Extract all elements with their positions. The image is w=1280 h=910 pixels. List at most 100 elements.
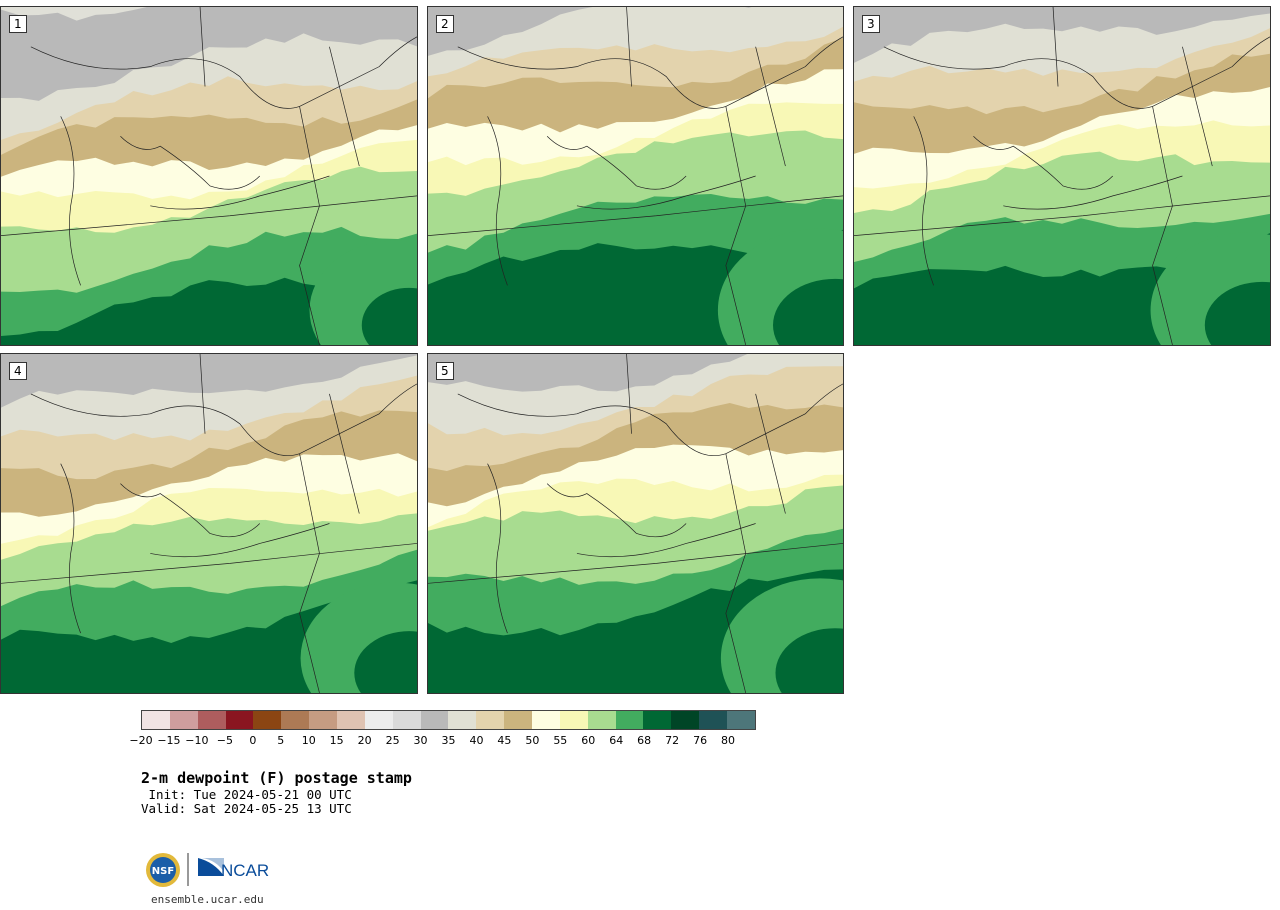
- colorbar-tick-label: −10: [185, 734, 209, 747]
- colorbar-ticks: −20 −15 −10 −5 0 5 10 15 20 25 30 35 40 45 50 55 60 64 68 7…: [129, 734, 756, 748]
- colorbar-swatch: [504, 711, 533, 729]
- dewpoint-band: [361, 287, 417, 345]
- panel-label-5: 5: [436, 362, 454, 380]
- boundary-line: [150, 175, 330, 210]
- site-url: ensemble.ucar.edu: [151, 893, 264, 906]
- colorbar-tick-label: 15: [329, 734, 344, 747]
- logos: NSF NCAR: [146, 853, 269, 887]
- stamp-panel-5: 5: [427, 353, 844, 694]
- nsf-logo-text: NSF: [152, 866, 174, 877]
- boundary-line: [299, 106, 320, 345]
- boundary-line: [626, 354, 632, 434]
- colorbar-tick-label: 30: [413, 734, 428, 747]
- stamp-panel-2: 2: [427, 6, 844, 346]
- colorbar-tick-label: 35: [441, 734, 456, 747]
- colorbar-tick-label: 80: [721, 734, 736, 747]
- boundary-line: [199, 7, 206, 87]
- colorbar-swatch: [337, 711, 365, 729]
- dewpoint-band: [775, 628, 843, 693]
- boundary-line: [913, 116, 934, 286]
- colorbar: [141, 710, 756, 730]
- dewpoint-band: [773, 278, 843, 345]
- dewpoint-map-3: [854, 7, 1270, 345]
- dewpoint-band: [354, 631, 417, 693]
- colorbar-tick-label: −20: [129, 734, 153, 747]
- colorbar-swatch: [253, 711, 282, 729]
- boundary-line: [60, 463, 81, 634]
- colorbar-tick-label: 76: [693, 734, 708, 747]
- colorbar-tick-label: 5: [277, 734, 285, 747]
- nsf-logo: NSF: [146, 853, 180, 887]
- boundary-line: [883, 36, 1270, 109]
- colorbar-swatch: [532, 711, 560, 729]
- boundary-line: [1, 195, 417, 236]
- boundary-line: [299, 453, 320, 693]
- colorbar-swatch: [615, 711, 644, 729]
- boundary-line: [150, 523, 330, 558]
- boundary-line: [1, 543, 417, 584]
- panel-label-1: 1: [9, 15, 27, 33]
- colorbar-tick-label: −15: [157, 734, 181, 747]
- colorbar-swatch: [197, 711, 226, 729]
- boundary-line: [329, 393, 360, 514]
- dewpoint-map-2: [428, 7, 843, 345]
- boundary-line: [487, 463, 508, 634]
- boundary-line: [428, 195, 843, 236]
- boundary-line: [755, 393, 786, 514]
- colorbar-tick-label: −5: [216, 734, 233, 747]
- boundary-line: [329, 46, 360, 167]
- colorbar-swatch: [142, 711, 170, 729]
- colorbar-swatch: [643, 711, 672, 729]
- colorbar-swatch: [309, 711, 338, 729]
- boundary-line: [725, 453, 747, 693]
- boundary-line: [576, 175, 756, 210]
- dewpoint-map-4: [1, 354, 417, 693]
- colorbar-tick-label: 25: [385, 734, 400, 747]
- colorbar-tick-label: 20: [357, 734, 372, 747]
- boundary-line: [1182, 46, 1213, 167]
- colorbar-swatch: [476, 711, 505, 729]
- boundary-line: [428, 543, 843, 584]
- boundary-line: [487, 116, 508, 286]
- colorbar-tick-label: 45: [497, 734, 512, 747]
- figure-title: 2-m dewpoint (F) postage stamp: [141, 769, 412, 787]
- boundary-line: [30, 36, 417, 109]
- stamp-panel-1: 1: [0, 6, 418, 346]
- boundary-line: [626, 7, 632, 87]
- boundary-line: [576, 523, 756, 558]
- boundary-line: [1052, 7, 1059, 87]
- boundary-line: [1152, 106, 1173, 345]
- dewpoint-map-1: [1, 7, 417, 345]
- valid-time: Valid: Sat 2024-05-25 13 UTC: [141, 801, 352, 816]
- colorbar-swatch: [225, 711, 254, 729]
- boundary-line: [120, 483, 261, 538]
- colorbar-tick-label: 50: [525, 734, 540, 747]
- colorbar-swatch: [559, 711, 588, 729]
- colorbar-swatch: [587, 711, 616, 729]
- boundary-line: [854, 195, 1270, 236]
- colorbar-tick-label: 72: [665, 734, 680, 747]
- colorbar-tick-label: 68: [637, 734, 652, 747]
- stamp-panel-4: 4: [0, 353, 418, 694]
- colorbar-tick-label: 10: [301, 734, 316, 747]
- boundary-line: [30, 383, 417, 457]
- ncar-logo-text: NCAR: [221, 861, 269, 880]
- colorbar-swatch: [699, 711, 728, 729]
- colorbar-swatch: [392, 711, 421, 729]
- panel-label-2: 2: [436, 15, 454, 33]
- boundary-line: [973, 135, 1114, 190]
- dewpoint-band: [1204, 281, 1270, 345]
- panel-label-3: 3: [862, 15, 880, 33]
- boundary-line: [457, 383, 843, 457]
- colorbar-swatch: [169, 711, 198, 729]
- colorbar-swatch: [448, 711, 477, 729]
- boundary-line: [199, 354, 206, 434]
- stamp-panel-3: 3: [853, 6, 1271, 346]
- boundary-line: [457, 36, 843, 109]
- colorbar-tick-label: 64: [609, 734, 624, 747]
- init-time: Init: Tue 2024-05-21 00 UTC: [141, 787, 352, 802]
- colorbar-swatch: [281, 711, 310, 729]
- boundary-line: [60, 116, 81, 286]
- colorbar-swatch: [364, 711, 393, 729]
- colorbar-tick-label: 60: [581, 734, 596, 747]
